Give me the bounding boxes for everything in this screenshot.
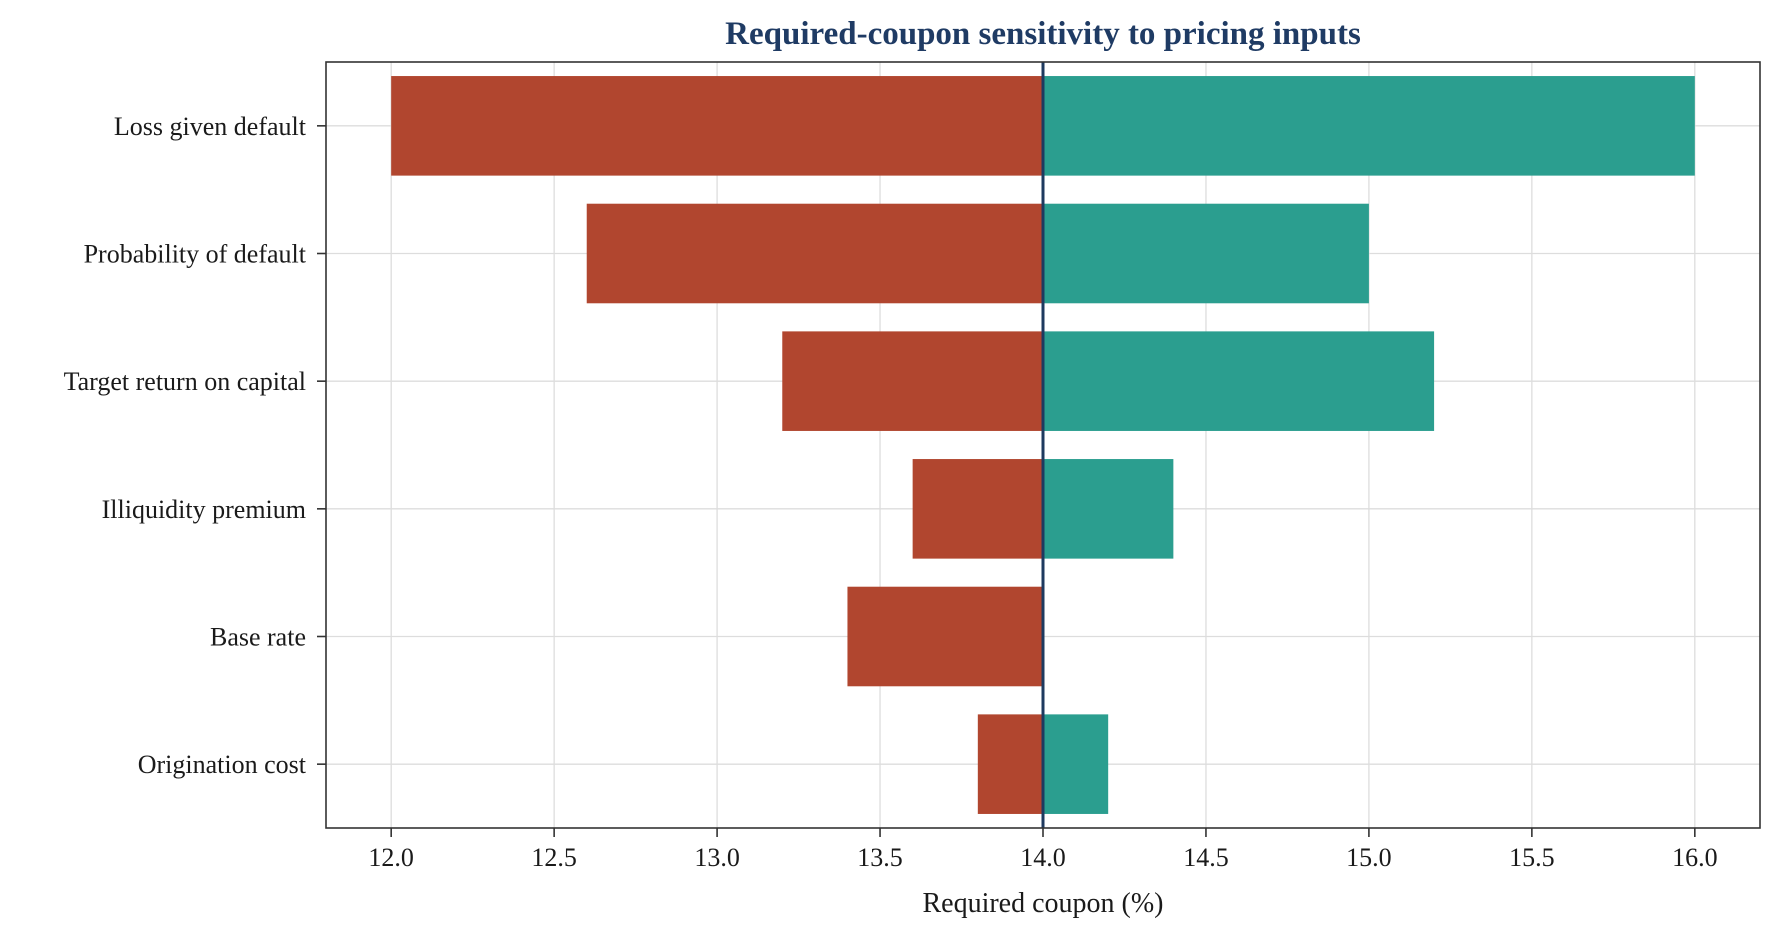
x-tick-label-2: 13.0 — [694, 843, 740, 872]
x-tick-label-0: 12.0 — [368, 843, 414, 872]
low-bar-3 — [912, 459, 1043, 559]
low-bar-4 — [847, 586, 1043, 687]
high-bar-1 — [1043, 203, 1369, 304]
y-tick-label-2: Target return on capital — [64, 367, 306, 396]
y-tick-label-5: Origination cost — [138, 750, 307, 779]
x-tick-label-6: 15.0 — [1346, 843, 1392, 872]
high-bar-2 — [1043, 331, 1435, 431]
high-bar-5 — [1043, 714, 1109, 814]
x-tick-label-3: 13.5 — [857, 843, 903, 872]
chart-title: Required-coupon sensitivity to pricing i… — [725, 16, 1361, 52]
x-tick-label-4: 14.0 — [1020, 843, 1066, 872]
y-tick-label-0: Loss given default — [114, 112, 307, 141]
low-bar-0 — [391, 76, 1043, 176]
high-bar-3 — [1043, 459, 1174, 559]
high-bar-0 — [1043, 76, 1695, 176]
x-axis: 12.0 12.5 13.0 13.5 14.0 14.5 15.0 15.5 16.0 — [368, 828, 1718, 872]
y-tick-label-4: Base rate — [210, 623, 306, 652]
y-tick-label-3: Illiquidity premium — [102, 495, 306, 524]
y-axis: Loss given default Probability of default… — [64, 112, 326, 779]
low-bar-5 — [977, 714, 1043, 814]
x-tick-label-8: 16.0 — [1672, 843, 1718, 872]
x-tick-label-7: 15.5 — [1509, 843, 1555, 872]
x-tick-label-5: 14.5 — [1183, 843, 1229, 872]
bars — [391, 76, 1695, 814]
x-axis-label: Required coupon (%) — [922, 888, 1163, 919]
x-tick-label-1: 12.5 — [531, 843, 577, 872]
y-tick-label-1: Probability of default — [84, 240, 307, 269]
low-bar-2 — [782, 331, 1043, 431]
low-bar-1 — [586, 203, 1043, 304]
